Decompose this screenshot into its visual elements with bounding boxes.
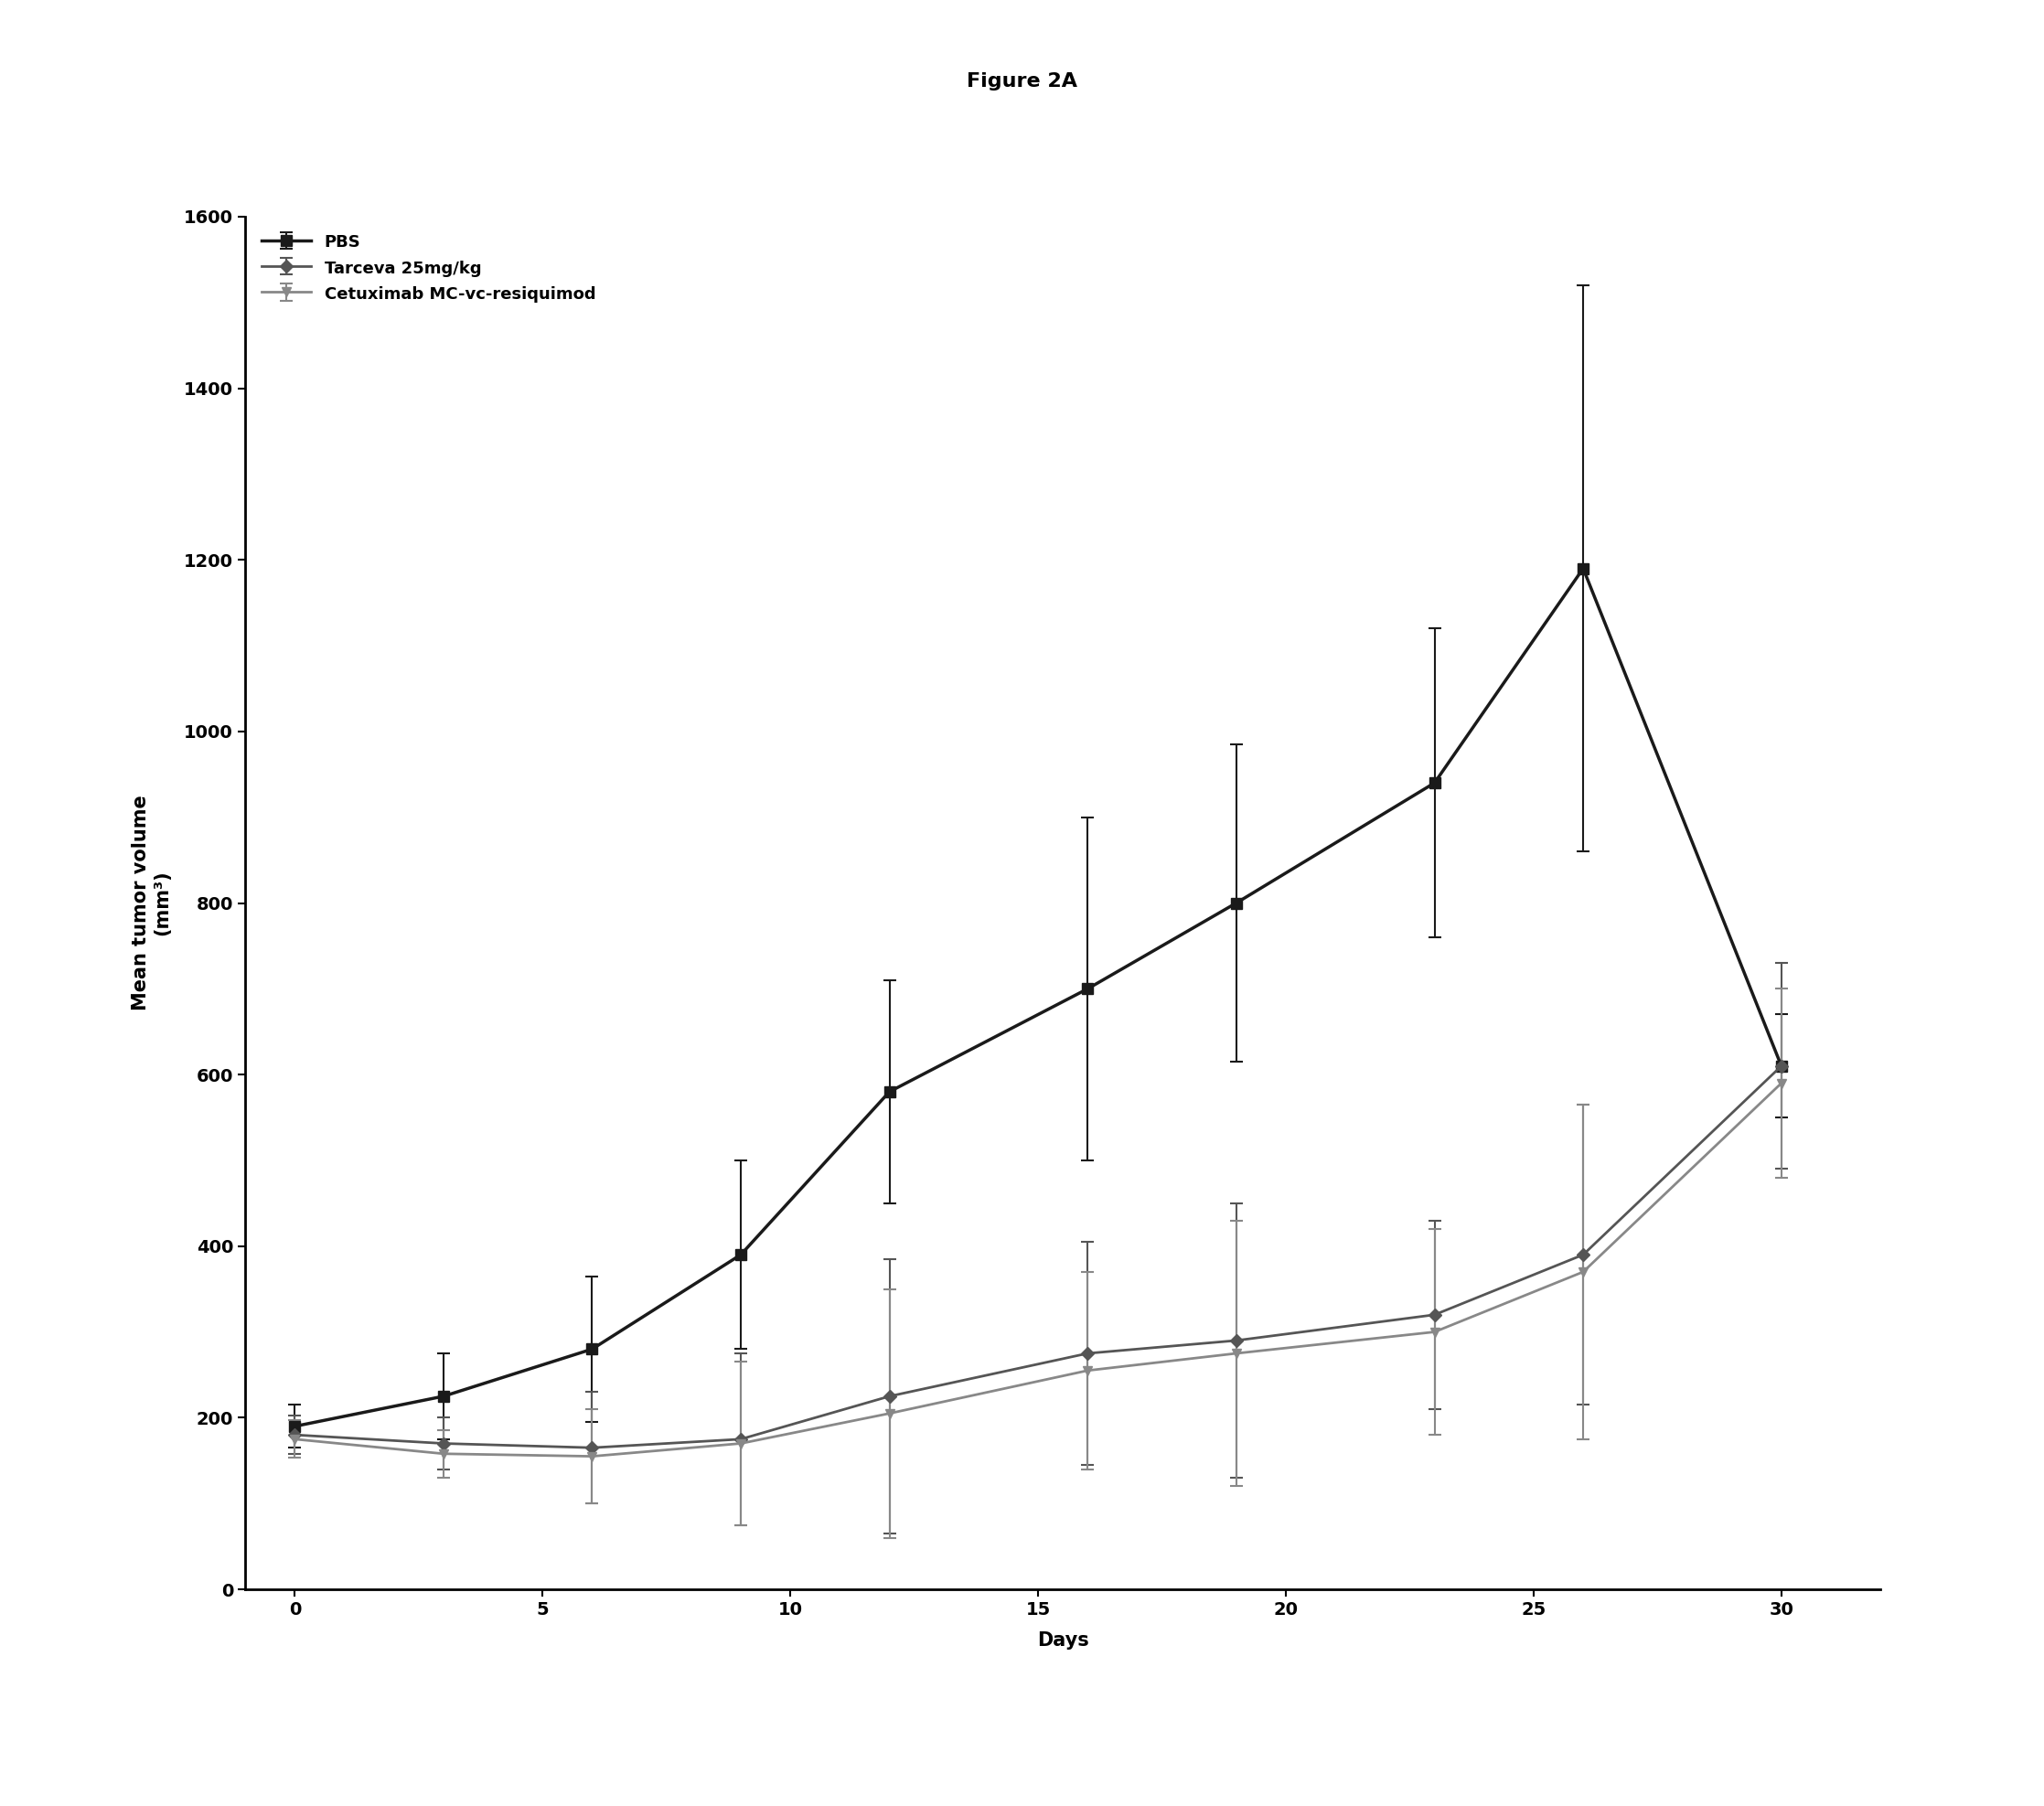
Y-axis label: Mean tumor volume
(mm³): Mean tumor volume (mm³) <box>131 795 172 1011</box>
Text: Figure 2A: Figure 2A <box>967 72 1077 90</box>
Legend: PBS, Tarceva 25mg/kg, Cetuximab MC-vc-resiquimod: PBS, Tarceva 25mg/kg, Cetuximab MC-vc-re… <box>253 226 605 311</box>
X-axis label: Days: Days <box>1036 1631 1089 1649</box>
